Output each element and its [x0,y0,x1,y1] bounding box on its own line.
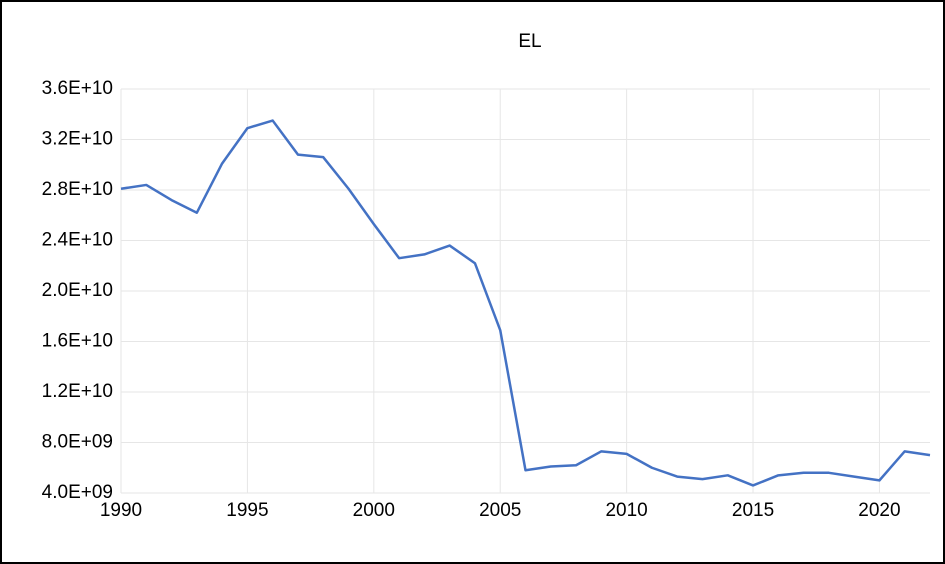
x-tick-label: 2015 [732,500,774,521]
chart-title: EL [518,31,541,52]
y-tick-label: 8.0E+09 [42,432,113,453]
x-tick-label: 2005 [479,500,521,521]
x-tick-label: 2020 [858,500,900,521]
y-tick-label: 2.4E+10 [42,230,113,251]
x-tick-label: 1990 [100,500,142,521]
data-line [120,119,931,487]
x-tick-label: 1995 [226,500,268,521]
x-tick-label: 2000 [353,500,395,521]
x-tick-label: 2010 [605,500,647,521]
y-tick-label: 3.2E+10 [42,129,113,150]
y-tick-label: 4.0E+09 [42,482,113,503]
y-tick-label: 1.6E+10 [42,331,113,352]
y-tick-label: 3.6E+10 [42,78,113,99]
y-tick-label: 1.2E+10 [42,381,113,402]
y-tick-label: 2.8E+10 [42,179,113,200]
y-tick-label: 2.0E+10 [42,280,113,301]
